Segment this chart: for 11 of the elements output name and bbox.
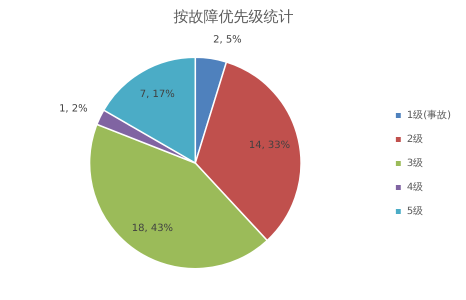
data-label: 7, 17% — [140, 88, 175, 100]
legend-label: 3级 — [406, 156, 424, 170]
legend-label: 4级 — [406, 180, 424, 194]
data-label: 14, 33% — [248, 140, 290, 151]
legend-label: 5级 — [406, 204, 424, 218]
legend-label: 1级(事故) — [406, 108, 451, 122]
chart-title: 按故障优先级统计 — [174, 8, 294, 26]
data-label: 1, 2% — [59, 104, 88, 115]
data-label: 18, 43% — [132, 222, 174, 234]
legend-label: 2级 — [406, 132, 424, 146]
data-label: 2, 5% — [213, 34, 242, 46]
